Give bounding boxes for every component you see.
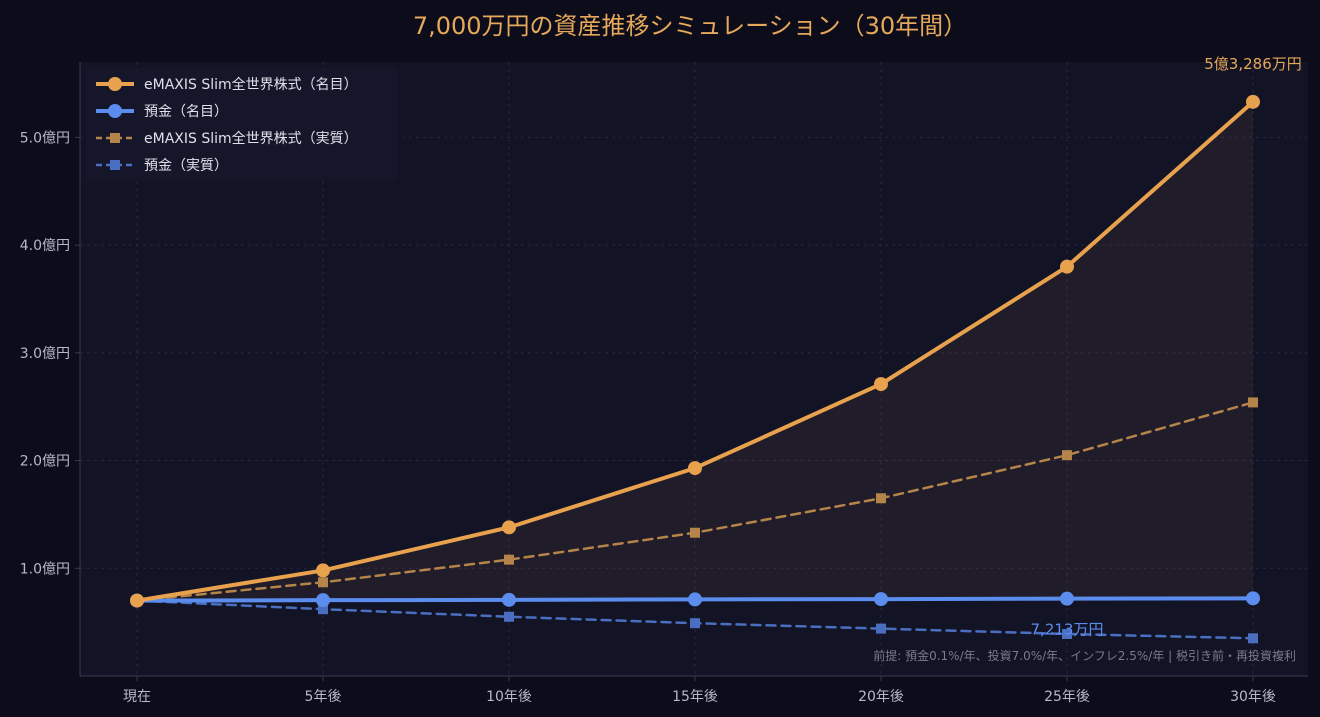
annotations: 5億3,286万円 7,213万円 xyxy=(1031,55,1302,639)
data-point xyxy=(1060,259,1074,274)
data-point xyxy=(690,618,700,629)
data-point xyxy=(1060,591,1074,606)
data-label: 7,213万円 xyxy=(1031,621,1104,639)
legend-label: 預金（実質） xyxy=(144,158,228,174)
assumption-note: 前提: 預金0.1%/年、投資7.0%/年、インフレ2.5%/年 | 税引き前・… xyxy=(873,648,1296,663)
x-tick-label: 25年後 xyxy=(1044,689,1090,705)
data-point xyxy=(316,563,330,578)
data-point xyxy=(504,554,514,565)
data-label: 5億3,286万円 xyxy=(1204,55,1302,73)
x-tick-label: 15年後 xyxy=(672,689,718,705)
data-point xyxy=(1246,94,1260,109)
data-point xyxy=(502,520,516,535)
series-layer xyxy=(130,94,1260,644)
legend-swatch-marker xyxy=(108,104,122,118)
legend-item: eMAXIS Slim全世界株式（名目） xyxy=(96,76,358,93)
data-point xyxy=(502,592,516,607)
y-tick-label: 1.0億円 xyxy=(20,561,70,577)
legend-swatch-marker xyxy=(110,133,120,143)
data-point xyxy=(1248,633,1258,644)
data-point xyxy=(874,377,888,392)
axes xyxy=(75,62,1308,681)
series-1 xyxy=(130,591,1260,608)
legend-item: 預金（実質） xyxy=(96,158,228,174)
legend-item: 預金（名目） xyxy=(96,104,228,120)
data-point xyxy=(130,593,144,608)
y-tick-label: 5.0億円 xyxy=(20,130,70,146)
y-tick-label: 4.0億円 xyxy=(20,238,70,254)
chart-title: 7,000万円の資産推移シミュレーション（30年間） xyxy=(413,12,967,40)
legend: eMAXIS Slim全世界株式（名目） 預金（名目） eMAXIS Slim全世界… xyxy=(86,68,398,180)
data-point xyxy=(876,623,886,634)
x-tick-label: 30年後 xyxy=(1230,689,1276,705)
series-0 xyxy=(130,94,1260,608)
data-point xyxy=(688,461,702,476)
data-point xyxy=(690,527,700,538)
data-point xyxy=(688,592,702,607)
legend-label: eMAXIS Slim全世界株式（実質） xyxy=(144,130,358,147)
y-tick-label: 3.0億円 xyxy=(20,346,70,362)
y-tick-label: 2.0億円 xyxy=(20,454,70,470)
data-point xyxy=(318,604,328,615)
data-point xyxy=(1062,628,1072,639)
data-point xyxy=(316,593,330,608)
data-point xyxy=(504,611,514,622)
legend-label: 預金（名目） xyxy=(144,104,228,120)
data-point xyxy=(876,493,886,504)
legend-item: eMAXIS Slim全世界株式（実質） xyxy=(96,130,358,147)
data-point xyxy=(1246,591,1260,606)
legend-swatch-marker xyxy=(108,77,122,91)
data-point xyxy=(1248,397,1258,408)
legend-box xyxy=(86,68,398,180)
data-point xyxy=(874,592,888,607)
x-tick-label: 5年後 xyxy=(305,689,342,705)
x-tick-label: 20年後 xyxy=(858,689,904,705)
data-point xyxy=(318,577,328,588)
legend-label: eMAXIS Slim全世界株式（名目） xyxy=(144,76,358,93)
x-tick-label: 10年後 xyxy=(486,689,532,705)
x-tick-label: 現在 xyxy=(123,689,151,705)
data-point xyxy=(1062,450,1072,461)
legend-swatch-marker xyxy=(110,160,120,170)
